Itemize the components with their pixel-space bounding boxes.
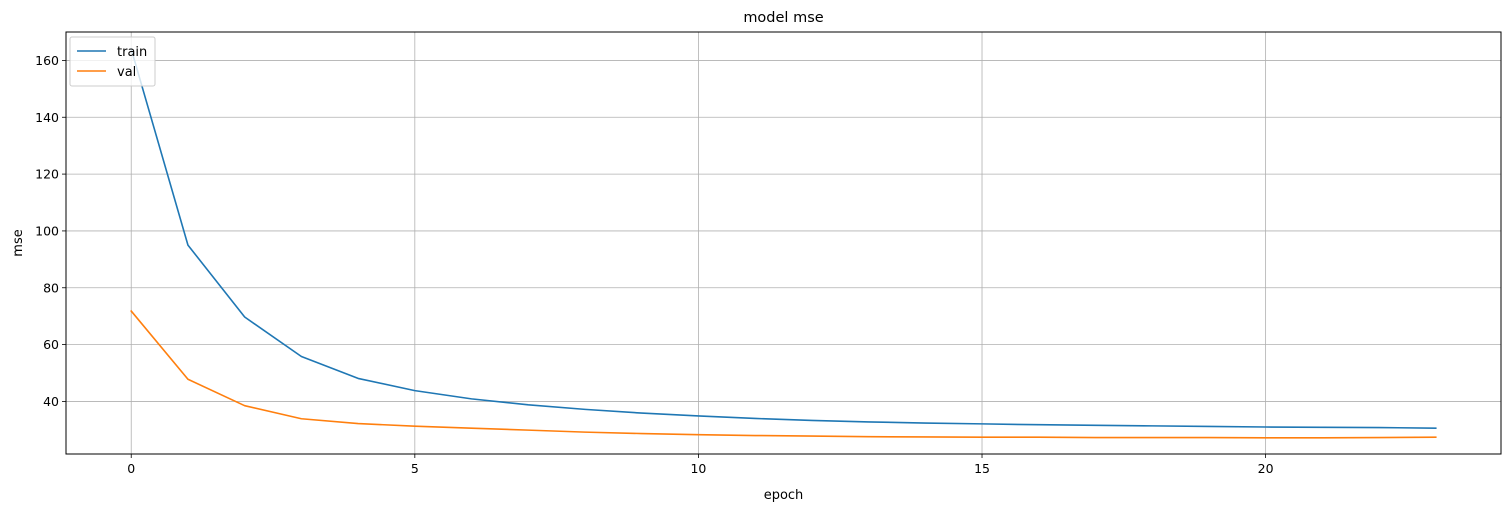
plot-frame — [65, 31, 1502, 455]
y-tick-label: 40 — [43, 394, 59, 409]
grid — [66, 32, 1501, 454]
x-tick-label: 15 — [974, 461, 990, 476]
series-lines — [130, 48, 1437, 439]
legend-label-val: val — [117, 65, 136, 80]
y-axis-label: mse — [11, 229, 26, 256]
x-tick-label: 20 — [1258, 461, 1274, 476]
axis-ticks: 0 5 10 15 20 40 60 80 100 120 140 160 — [35, 53, 1273, 476]
x-axis-label: epoch — [764, 488, 804, 503]
legend-box — [69, 36, 156, 87]
chart-title: model mse — [743, 10, 823, 26]
x-tick-label: 0 — [127, 461, 135, 476]
legend: train val — [69, 36, 156, 87]
y-tick-label: 100 — [35, 223, 59, 238]
x-tick-label: 10 — [690, 461, 706, 476]
y-tick-label: 80 — [43, 280, 59, 295]
series-line-val — [130, 309, 1437, 439]
y-tick-label: 140 — [35, 110, 59, 125]
legend-label-train: train — [117, 45, 147, 60]
y-tick-label: 160 — [35, 53, 59, 68]
y-tick-label: 120 — [35, 167, 59, 182]
series-line-train — [130, 48, 1437, 429]
x-tick-label: 5 — [411, 461, 419, 476]
y-tick-label: 60 — [43, 337, 59, 352]
